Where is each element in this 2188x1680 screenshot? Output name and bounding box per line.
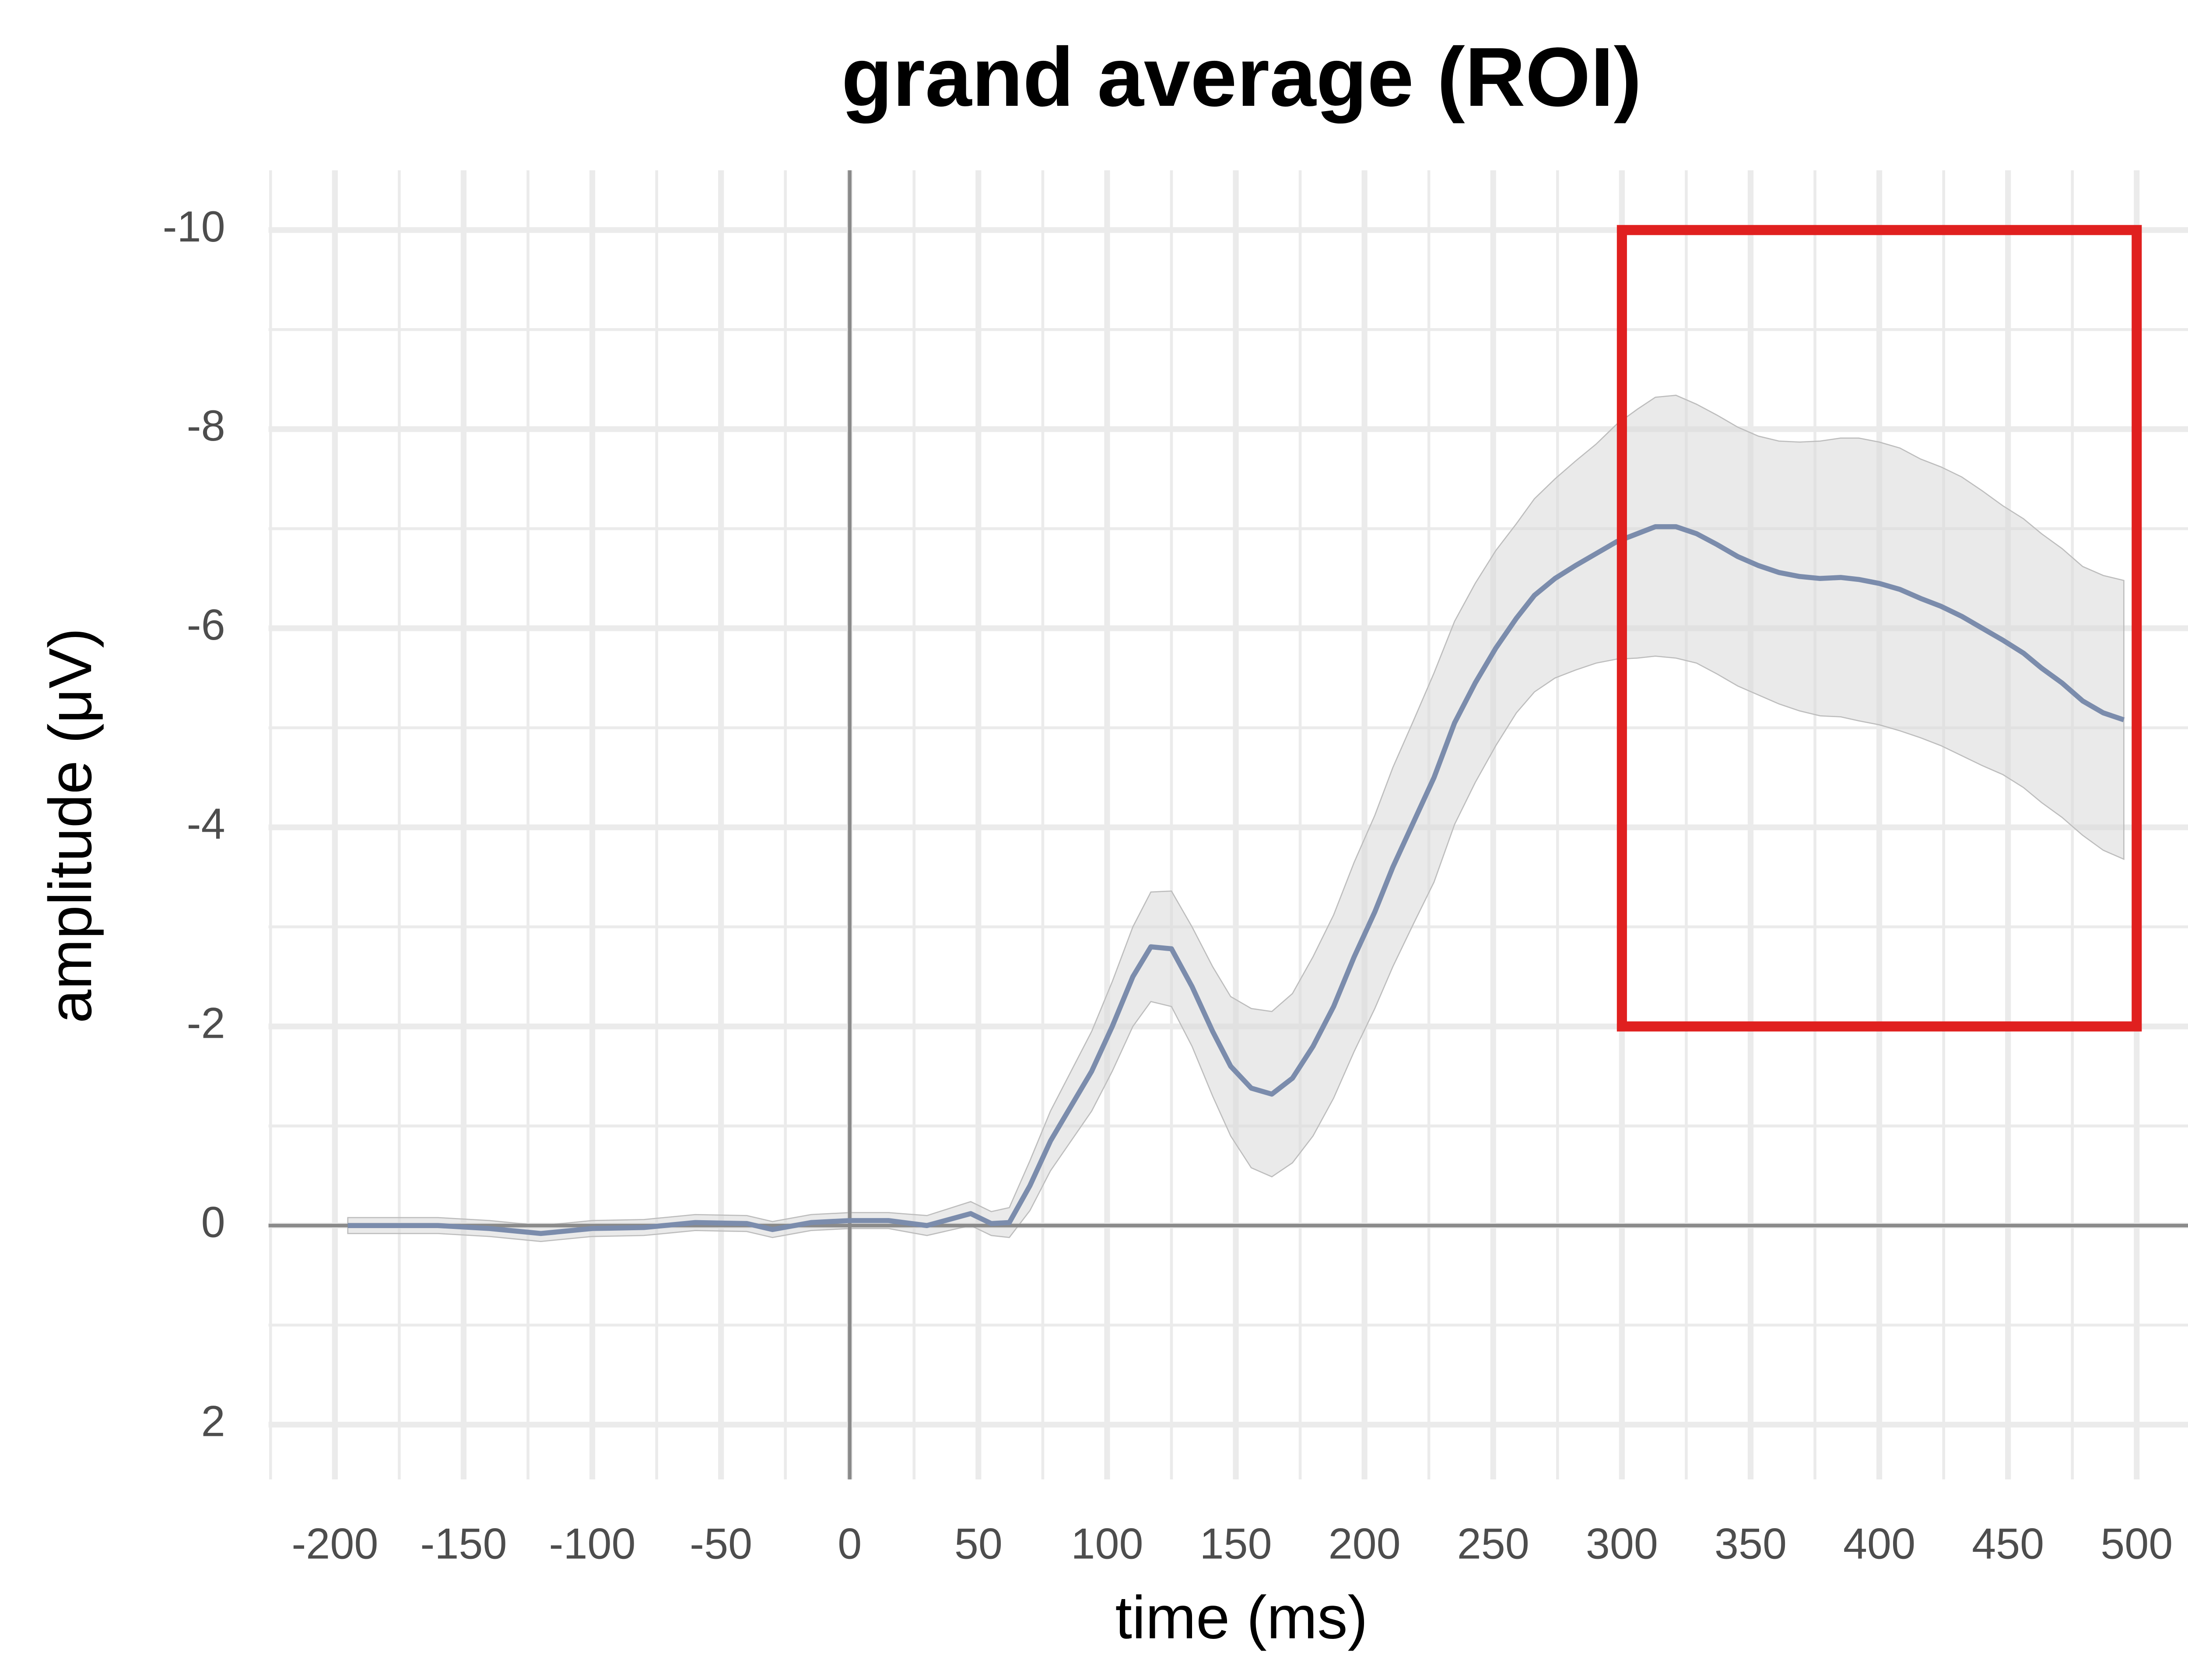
x-tick-label: 300 (1586, 1519, 1658, 1568)
y-tick-label: -6 (187, 600, 225, 649)
y-tick-label: -8 (187, 401, 225, 450)
x-tick-label: -200 (291, 1519, 378, 1568)
x-tick-label: -150 (420, 1519, 507, 1568)
x-tick-label: 200 (1329, 1519, 1401, 1568)
chart-title: grand average (ROI) (842, 30, 1642, 124)
x-tick-label: 250 (1457, 1519, 1529, 1568)
roi-box (1616, 225, 2142, 1032)
confidence-band (347, 395, 2125, 1242)
x-axis-label: time (ms) (1115, 1584, 1368, 1652)
y-tick-label: -2 (187, 998, 225, 1047)
x-tick-label: 0 (838, 1519, 862, 1568)
x-tick-label: 50 (954, 1519, 1003, 1568)
x-tick-label: -100 (549, 1519, 636, 1568)
y-axis-label: amplitude (μV) (37, 628, 104, 1023)
x-tick-label: 150 (1200, 1519, 1272, 1568)
x-tick-label: 350 (1715, 1519, 1787, 1568)
line (347, 524, 2125, 1236)
x-tick-label: 400 (1843, 1519, 1915, 1568)
x-tick-label: 500 (2100, 1519, 2173, 1568)
x-tick-label: 100 (1071, 1519, 1143, 1568)
y-tick-label: -10 (163, 202, 225, 251)
y-tick-label: -4 (187, 799, 225, 848)
y-tick-label: 2 (201, 1396, 225, 1445)
x-tick-label: 450 (1972, 1519, 2044, 1568)
y-tick-label: 0 (201, 1197, 225, 1246)
x-tick-label: -50 (690, 1519, 752, 1568)
